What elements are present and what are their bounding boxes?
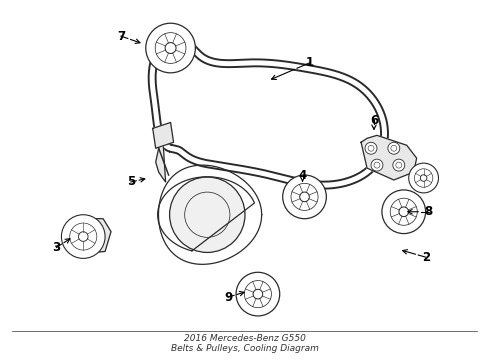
Circle shape bbox=[165, 42, 176, 54]
Text: 2016 Mercedes-Benz G550: 2016 Mercedes-Benz G550 bbox=[183, 334, 305, 343]
Circle shape bbox=[398, 207, 408, 217]
Circle shape bbox=[145, 23, 195, 73]
Text: 4: 4 bbox=[298, 168, 306, 181]
Circle shape bbox=[365, 142, 376, 154]
Circle shape bbox=[253, 289, 262, 299]
Polygon shape bbox=[68, 219, 111, 255]
Text: 6: 6 bbox=[369, 114, 377, 127]
Circle shape bbox=[387, 142, 399, 154]
Circle shape bbox=[169, 177, 244, 252]
Circle shape bbox=[392, 159, 404, 171]
Circle shape bbox=[370, 159, 382, 171]
Polygon shape bbox=[155, 135, 165, 182]
Text: 2: 2 bbox=[422, 251, 430, 264]
Circle shape bbox=[408, 163, 438, 193]
Circle shape bbox=[282, 175, 325, 219]
Circle shape bbox=[420, 175, 426, 181]
Text: 3: 3 bbox=[52, 241, 61, 254]
Polygon shape bbox=[152, 122, 173, 148]
Circle shape bbox=[78, 232, 88, 241]
Text: 1: 1 bbox=[305, 57, 313, 69]
Text: Belts & Pulleys, Cooling Diagram: Belts & Pulleys, Cooling Diagram bbox=[170, 344, 318, 353]
Circle shape bbox=[299, 192, 309, 202]
Circle shape bbox=[61, 215, 105, 258]
Text: 9: 9 bbox=[224, 291, 232, 303]
Text: 8: 8 bbox=[424, 205, 432, 218]
Circle shape bbox=[236, 272, 279, 316]
Text: 5: 5 bbox=[126, 175, 135, 189]
Text: 7: 7 bbox=[117, 30, 125, 42]
Circle shape bbox=[381, 190, 425, 234]
Polygon shape bbox=[360, 135, 416, 180]
